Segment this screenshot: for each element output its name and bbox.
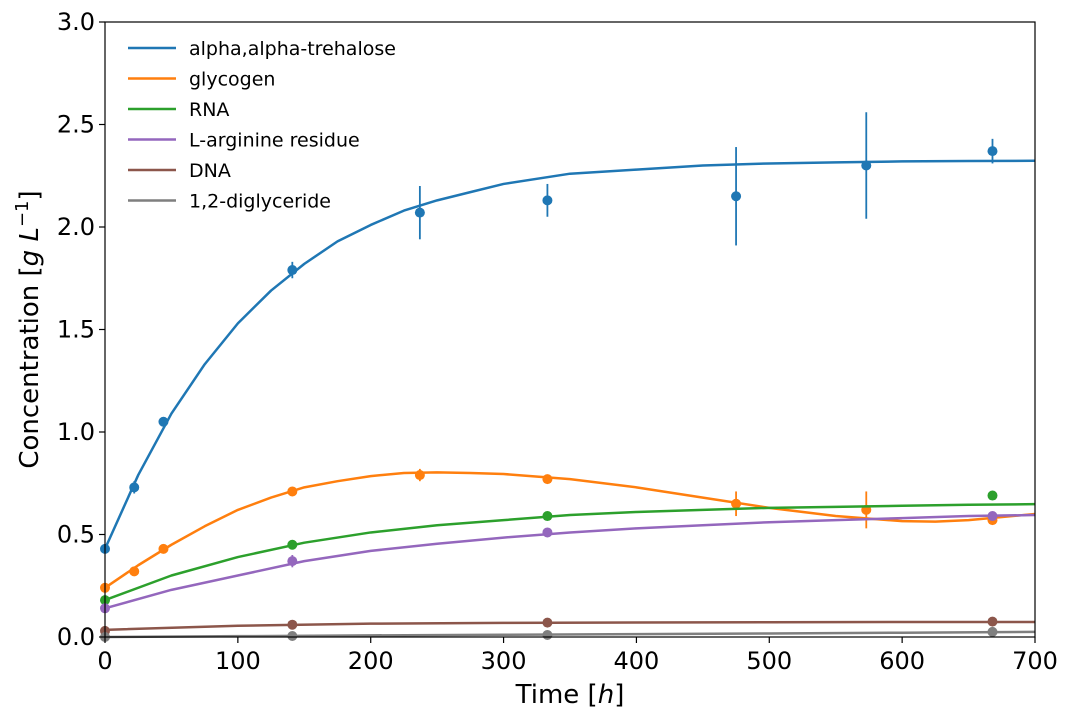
- data-point: [287, 265, 298, 276]
- data-point: [987, 490, 998, 501]
- legend-label: RNA: [189, 99, 229, 121]
- y-tick-label: 2.0: [57, 213, 95, 241]
- x-tick-label: 500: [746, 647, 792, 675]
- data-point: [287, 539, 298, 550]
- fit-line: [104, 471, 1036, 589]
- plot-area: [100, 112, 1036, 642]
- x-axis-label: Time [h]: [515, 680, 625, 710]
- legend-label: alpha,alpha-trehalose: [189, 38, 396, 60]
- data-point: [987, 616, 998, 627]
- legend-label: 1,2-diglyceride: [189, 191, 331, 213]
- fit-line: [104, 502, 1036, 602]
- legend-item: RNA: [128, 99, 229, 121]
- x-tick-label: 700: [1012, 647, 1058, 675]
- data-point: [987, 626, 998, 637]
- legend-label: DNA: [189, 160, 231, 182]
- data-point: [542, 474, 553, 485]
- series-l-arginine-residue: [100, 511, 1036, 614]
- legend-item: DNA: [128, 160, 231, 182]
- series-1-2-diglyceride: [100, 626, 1036, 642]
- y-tick-label: 0.0: [57, 623, 95, 651]
- x-tick-label: 600: [879, 647, 925, 675]
- data-point: [987, 511, 998, 522]
- fit-line: [104, 630, 1036, 639]
- data-point: [287, 556, 298, 567]
- fit-line: [104, 513, 1036, 610]
- data-point: [542, 629, 553, 640]
- data-point: [129, 482, 140, 493]
- data-point: [158, 543, 169, 554]
- data-point: [861, 160, 872, 171]
- data-point: [987, 146, 998, 157]
- legend-label: L-arginine residue: [189, 130, 360, 152]
- x-axis-ticks: 0 100 200 300 400 500 600 700: [97, 637, 1058, 675]
- x-tick-label: 0: [97, 647, 112, 675]
- legend-item: L-arginine residue: [128, 130, 360, 152]
- x-tick-label: 100: [215, 647, 261, 675]
- data-point: [542, 195, 553, 206]
- axes-frame: [104, 21, 1036, 638]
- y-axis-ticks: 0.0 0.5 1.0 1.5 2.0 2.5 3.0: [57, 8, 105, 651]
- fit-line: [103, 159, 1036, 550]
- x-tick-label: 400: [614, 647, 660, 675]
- data-point: [542, 511, 553, 522]
- series-alpha-alpha-trehalose: [100, 112, 1036, 554]
- data-point: [542, 527, 553, 538]
- data-point: [731, 191, 742, 202]
- legend-label: glycogen: [189, 69, 275, 91]
- data-point: [287, 486, 298, 497]
- legend-item: alpha,alpha-trehalose: [128, 38, 396, 60]
- data-point: [129, 566, 140, 577]
- legend: alpha,alpha-trehalose glycogen RNA L-argini…: [128, 38, 396, 213]
- y-axis-label: Concentration [g L−1]: [12, 190, 45, 468]
- x-tick-label: 300: [481, 647, 527, 675]
- data-point: [287, 619, 298, 630]
- y-tick-label: 2.5: [57, 111, 95, 139]
- data-point: [542, 617, 553, 628]
- y-tick-label: 0.5: [57, 521, 95, 549]
- data-point: [287, 630, 298, 641]
- data-point: [414, 207, 425, 218]
- data-point: [731, 498, 742, 509]
- legend-item: glycogen: [128, 69, 275, 91]
- data-point: [414, 470, 425, 481]
- y-tick-label: 3.0: [57, 8, 95, 36]
- y-tick-label: 1.0: [57, 418, 95, 446]
- fit-line: [104, 620, 1035, 632]
- x-tick-label: 200: [348, 647, 394, 675]
- legend-item: 1,2-diglyceride: [128, 191, 331, 213]
- data-point: [158, 416, 169, 427]
- y-tick-label: 1.5: [57, 316, 95, 344]
